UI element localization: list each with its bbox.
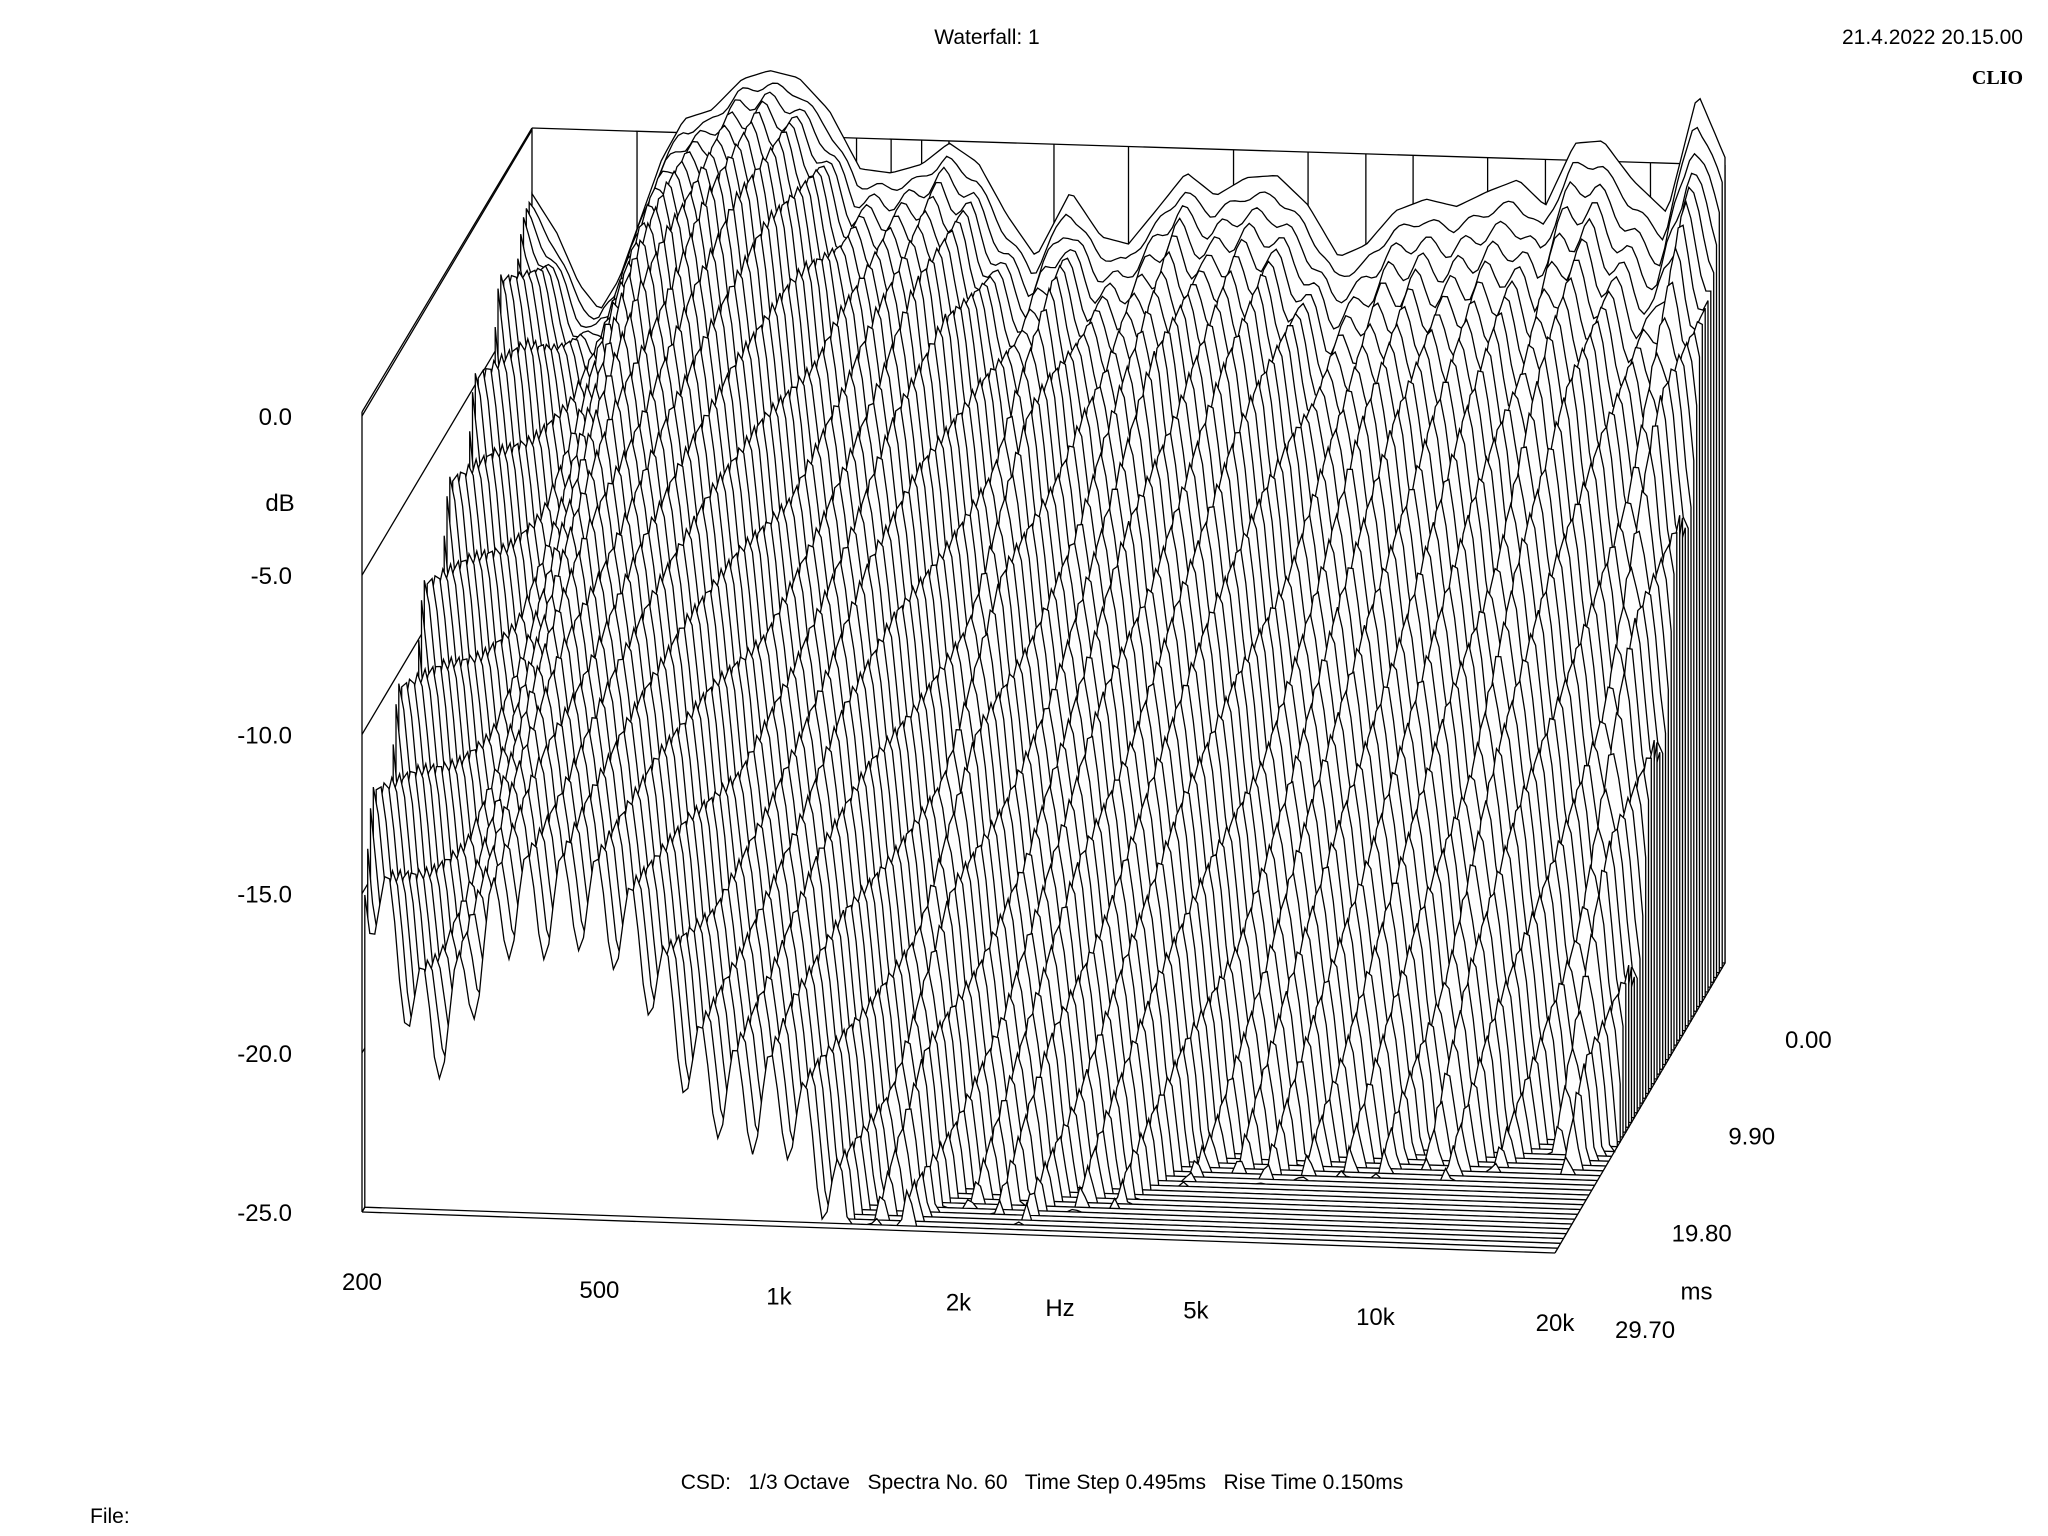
- chart-title: Waterfall: 1: [934, 26, 1040, 49]
- spectrum-line-59: [364, 852, 1558, 1249]
- y-tick-label: -10.0: [237, 722, 292, 749]
- footer-info: CSD: 1/3 Octave Spectra No. 60 Time Step…: [680, 1471, 1404, 1494]
- y-axis-label: dB: [265, 490, 294, 517]
- z-tick-label: 0.00: [1785, 1027, 1832, 1054]
- y-tick-label: -25.0: [237, 1200, 292, 1227]
- timestamp: 21.4.2022 20.15.00: [1841, 26, 2023, 49]
- frame-floor-front: [361, 1211, 1556, 1254]
- x-tick-label: 20k: [1536, 1310, 1576, 1337]
- z-tick-label: 9.90: [1728, 1124, 1775, 1151]
- y-tick-label: 0.0: [259, 404, 292, 431]
- y-tick-label: -5.0: [251, 563, 292, 590]
- spectra-group: [364, 70, 1726, 1249]
- x-tick-label: 1k: [766, 1283, 792, 1310]
- x-tick-label: 10k: [1356, 1304, 1396, 1331]
- axis-labels-group: 0.0 -5.0 -10.0 -15.0 -20.0 -25.0 dB 200 500 1k 2k 5…: [237, 404, 1831, 1344]
- x-tick-label: 500: [579, 1277, 619, 1304]
- z-tick-label: 19.80: [1672, 1220, 1732, 1247]
- x-tick-label: 200: [342, 1269, 382, 1296]
- y-tick-label: -15.0: [237, 882, 292, 909]
- z-tick-label: 29.70: [1615, 1317, 1675, 1344]
- x-axis-label: Hz: [1045, 1295, 1074, 1322]
- brand-logo: CLIO: [1971, 67, 2023, 89]
- x-tick-label: 5k: [1183, 1298, 1209, 1325]
- y-tick-label: -20.0: [237, 1041, 292, 1068]
- z-axis-label: ms: [1681, 1279, 1713, 1306]
- grid-line-db: [361, 129, 533, 417]
- file-label: File:: [90, 1505, 130, 1528]
- x-tick-label: 2k: [946, 1290, 972, 1317]
- frame-top-left-depth: [361, 127, 533, 413]
